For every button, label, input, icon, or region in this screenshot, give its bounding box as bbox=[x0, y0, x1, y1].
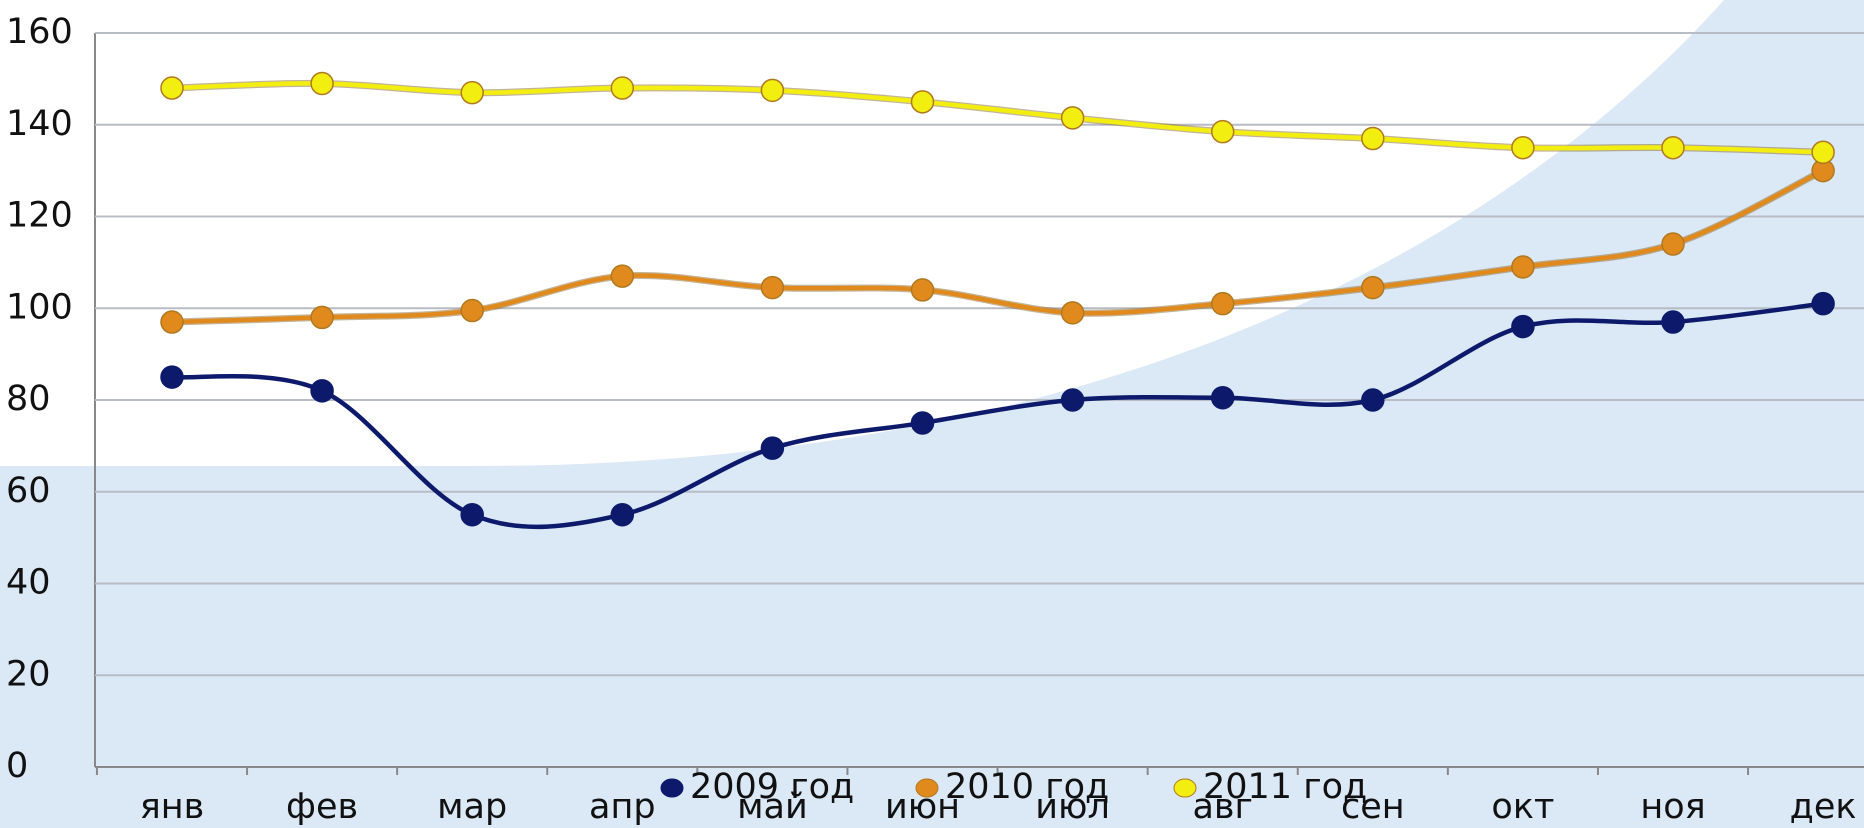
point bbox=[910, 278, 935, 302]
point bbox=[1361, 126, 1385, 151]
x-tick-label: дек bbox=[1790, 787, 1857, 827]
legend-marker bbox=[915, 778, 939, 798]
point bbox=[610, 264, 635, 288]
x-tick-label: ноя bbox=[1640, 787, 1705, 827]
x-tick-label: апр bbox=[589, 787, 656, 827]
point bbox=[760, 275, 785, 300]
legend-marker bbox=[660, 778, 684, 798]
point bbox=[910, 90, 935, 114]
point bbox=[310, 71, 334, 96]
x-tick-label: мар bbox=[437, 787, 507, 827]
point bbox=[460, 298, 484, 323]
point bbox=[1361, 275, 1385, 300]
legend-marker bbox=[1173, 778, 1197, 798]
point bbox=[460, 80, 484, 105]
point bbox=[1661, 135, 1685, 160]
point bbox=[760, 436, 785, 460]
point bbox=[310, 379, 334, 403]
y-tick-label: 40 bbox=[6, 563, 51, 603]
point bbox=[1210, 291, 1235, 316]
point bbox=[1661, 310, 1685, 334]
point bbox=[160, 310, 184, 334]
point bbox=[160, 76, 184, 100]
x-tick-label: авг bbox=[1192, 787, 1252, 827]
point bbox=[1361, 388, 1385, 412]
legend-label: 2011 год bbox=[1203, 767, 1367, 807]
point bbox=[610, 502, 635, 527]
x-tick-label: июл bbox=[1035, 787, 1110, 827]
point bbox=[1060, 301, 1085, 325]
x-tick-label: май bbox=[737, 787, 808, 827]
x-tick-label: окт bbox=[1491, 787, 1554, 827]
point bbox=[1511, 314, 1535, 339]
legend-label: 2010 год bbox=[945, 767, 1109, 807]
line bbox=[171, 168, 1825, 325]
y-tick-label: 160 bbox=[6, 12, 73, 52]
point bbox=[1811, 140, 1835, 165]
x-tick-label: сен bbox=[1341, 787, 1405, 827]
y-tick-label: 120 bbox=[6, 196, 73, 236]
y-tick-label: 60 bbox=[6, 471, 51, 511]
y-tick-label: 100 bbox=[6, 287, 73, 327]
y-tick-label: 80 bbox=[6, 379, 51, 419]
point bbox=[1210, 119, 1235, 144]
point bbox=[160, 365, 184, 389]
point bbox=[1511, 255, 1535, 279]
line bbox=[171, 81, 1824, 155]
point bbox=[1511, 135, 1535, 160]
point bbox=[1811, 291, 1835, 316]
point bbox=[610, 76, 635, 100]
x-tick-label: янв bbox=[140, 787, 205, 827]
legend-label: 2009 год bbox=[690, 767, 854, 807]
point bbox=[1060, 388, 1085, 412]
y-tick-label: 20 bbox=[6, 654, 51, 694]
point bbox=[1060, 106, 1085, 130]
point bbox=[460, 502, 484, 527]
y-tick-label: 0 bbox=[6, 746, 28, 786]
point bbox=[760, 78, 785, 103]
point bbox=[910, 411, 935, 435]
y-tick-label: 140 bbox=[6, 104, 73, 144]
x-tick-label: фев bbox=[286, 787, 358, 827]
point bbox=[310, 305, 334, 330]
point bbox=[1661, 232, 1685, 256]
point bbox=[1210, 385, 1235, 410]
line bbox=[171, 301, 1824, 530]
